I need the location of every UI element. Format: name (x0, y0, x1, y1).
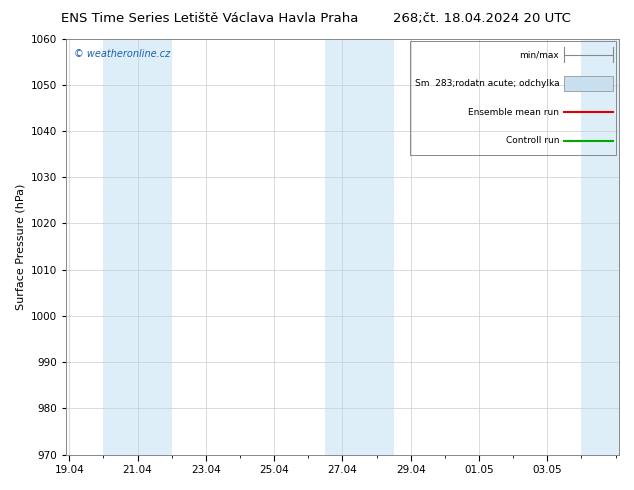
Text: ENS Time Series Letiště Václava Havla Praha: ENS Time Series Letiště Václava Havla Pr… (60, 12, 358, 25)
Bar (325, 39, 394, 455)
Text: min/max: min/max (519, 50, 559, 59)
Text: Ensemble mean run: Ensemble mean run (469, 108, 559, 117)
Text: © weatheronline.cz: © weatheronline.cz (74, 49, 171, 59)
Y-axis label: Surface Pressure (hPa): Surface Pressure (hPa) (15, 183, 25, 310)
Text: Sm  283;rodatn acute; odchylka: Sm 283;rodatn acute; odchylka (415, 79, 559, 88)
Text: Controll run: Controll run (506, 136, 559, 145)
Text: 268;čt. 18.04.2024 20 UTC: 268;čt. 18.04.2024 20 UTC (393, 12, 571, 25)
Bar (564, 76, 614, 92)
Bar (581, 39, 619, 455)
Bar (103, 39, 172, 455)
